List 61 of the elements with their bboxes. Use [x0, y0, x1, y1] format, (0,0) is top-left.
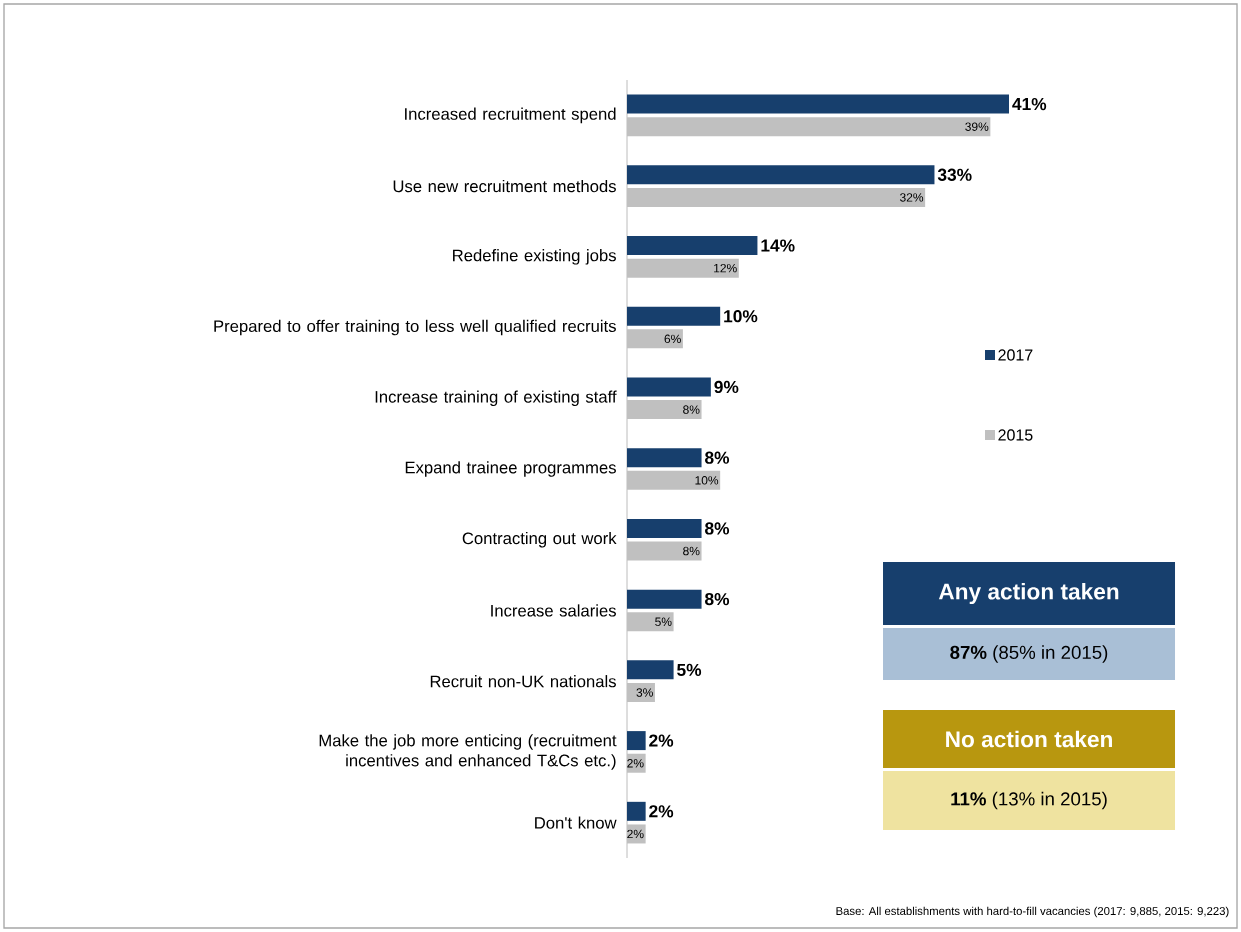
y-tick-label: Increase salaries — [491, 604, 616, 617]
bar — [627, 306, 721, 326]
data-label: 10% — [695, 476, 719, 485]
bar — [627, 660, 674, 680]
data-label: 41% — [1012, 97, 1047, 111]
data-label: 5% — [655, 617, 672, 627]
y-tick-label: Don't know — [535, 816, 617, 829]
data-label: 12% — [714, 263, 737, 273]
y-tick-label: Redefine existing jobs — [453, 249, 616, 265]
y-tick-label: Contracting out work — [462, 531, 617, 548]
data-label: 2% — [627, 759, 644, 768]
data-label: 8% — [705, 593, 730, 606]
bar — [627, 731, 646, 751]
bar — [627, 94, 1009, 114]
bar — [627, 236, 758, 255]
data-label: 3% — [636, 688, 653, 697]
bar — [627, 377, 711, 397]
bar — [627, 400, 702, 420]
data-label: 2% — [627, 829, 644, 839]
bar — [627, 117, 991, 137]
annotation: 87% (85% in 2015) — [950, 645, 1108, 663]
y-tick-label: Use new recruitment methods — [393, 179, 616, 193]
data-label: 2% — [649, 805, 674, 818]
y-tick-label: Make the job more enticing (recruitment incentives and enhanced T&Cs etc.) — [319, 734, 617, 770]
bar — [627, 470, 721, 490]
data-label: 9% — [714, 380, 739, 394]
bar — [627, 612, 674, 632]
annotation: No action taken — [946, 730, 1112, 748]
y-tick-label: Increased recruitment spend — [405, 107, 616, 124]
annotation: Any action taken — [938, 582, 1119, 605]
y-tick-label: Increase training of existing staff — [375, 390, 617, 407]
data-label: 2% — [649, 734, 674, 747]
data-label: 32% — [899, 193, 924, 202]
bar — [627, 518, 702, 538]
data-label: 8% — [683, 546, 700, 556]
annotation: 11% (13% in 2015) — [951, 791, 1107, 810]
bar — [627, 165, 935, 185]
legend-label: 2015 — [998, 429, 1033, 441]
bar — [627, 683, 655, 703]
text: Base: All establishments with hard-to-fill vacancies (2017: 9,885, 2015: 9,223) — [836, 906, 1229, 918]
legend-label: 2017 — [998, 349, 1033, 361]
y-tick-label: Recruit non-UK nationals — [430, 675, 616, 688]
data-label: 10% — [724, 310, 758, 323]
data-label: 5% — [677, 663, 702, 676]
bar — [627, 329, 683, 349]
data-label: 14% — [761, 239, 795, 252]
bar — [627, 801, 646, 821]
data-label: 33% — [937, 168, 972, 181]
bar — [627, 448, 702, 468]
y-tick-label: Expand trainee programmes — [405, 461, 616, 477]
data-label: 8% — [705, 522, 730, 535]
bar — [627, 187, 926, 207]
bar — [627, 258, 739, 278]
data-label: 8% — [705, 451, 730, 464]
data-label: 6% — [664, 334, 681, 344]
bar — [627, 541, 702, 561]
data-label: 8% — [683, 405, 700, 414]
y-tick-label: Prepared to offer training to less well qualified recruits — [214, 319, 616, 336]
bar — [627, 753, 646, 773]
data-label: 39% — [965, 122, 989, 131]
bar — [627, 589, 702, 609]
